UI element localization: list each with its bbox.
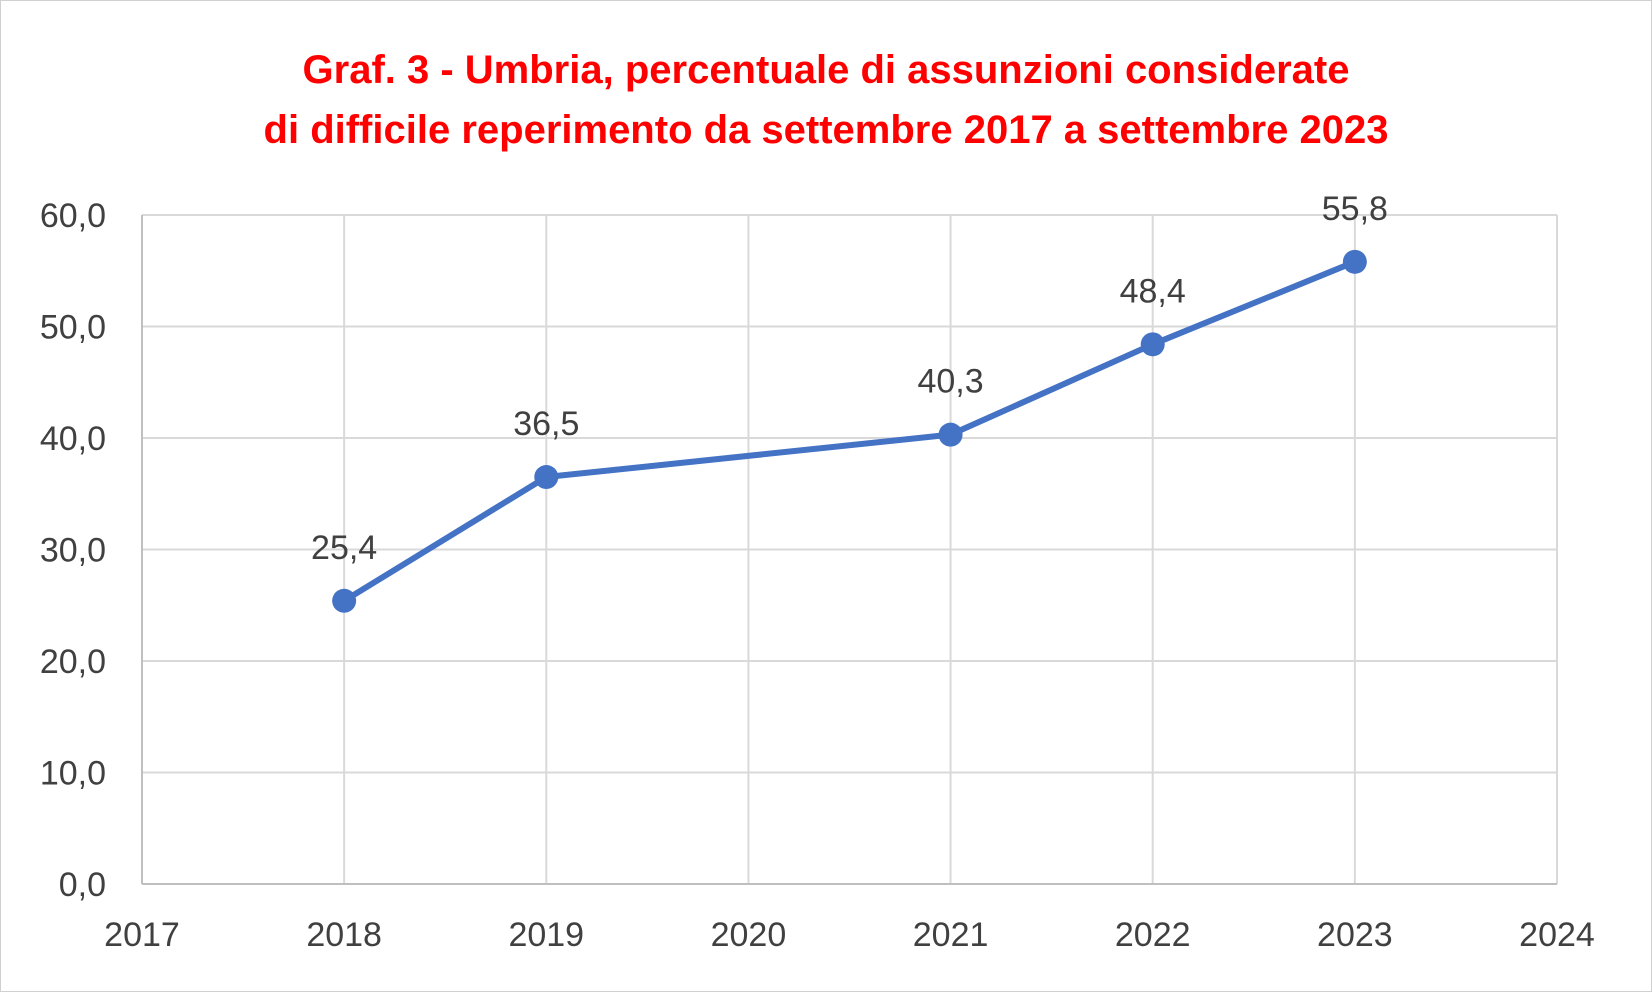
- grid: [142, 214, 1558, 884]
- y-tick-label: 60,0: [40, 197, 106, 235]
- data-label: 25,4: [311, 529, 377, 567]
- data-point: [1342, 249, 1367, 274]
- y-tick-label: 20,0: [40, 643, 106, 681]
- y-tick-label: 10,0: [40, 755, 106, 793]
- x-tick-label: 2018: [306, 916, 382, 954]
- x-tick-label: 2022: [1115, 916, 1191, 954]
- series: [332, 249, 1367, 613]
- data-labels: 25,4 36,5 40,3 48,4 55,8: [311, 190, 1388, 567]
- chart-title-line-2: di difficile reperimento da settembre 20…: [263, 108, 1389, 152]
- y-tick-label: 0,0: [59, 866, 106, 904]
- x-tick-label: 2024: [1519, 916, 1595, 954]
- x-tick-label: 2023: [1317, 916, 1393, 954]
- x-tick-label: 2019: [508, 916, 584, 954]
- x-tick-label: 2020: [711, 916, 787, 954]
- data-point: [1140, 332, 1165, 357]
- data-point: [332, 588, 357, 613]
- data-label: 40,3: [917, 363, 983, 401]
- y-tick-label: 50,0: [40, 309, 106, 347]
- data-point: [534, 465, 559, 490]
- x-tick-label: 2021: [913, 916, 989, 954]
- x-tick-label: 2017: [104, 916, 180, 954]
- y-tick-label: 40,0: [40, 420, 106, 458]
- chart-title-line-1: Graf. 3 - Umbria, percentuale di assunzi…: [302, 48, 1350, 92]
- data-label: 36,5: [513, 405, 579, 443]
- data-point: [938, 422, 963, 447]
- chart-title: Graf. 3 - Umbria, percentuale di assunzi…: [0, 40, 1652, 160]
- axes: 0,0 10,0 20,0 30,0 40,0 50,0 60,0 2017 2018 2019 2…: [40, 197, 1595, 954]
- data-label: 55,8: [1322, 190, 1388, 228]
- data-label: 48,4: [1120, 272, 1186, 310]
- y-tick-label: 30,0: [40, 532, 106, 570]
